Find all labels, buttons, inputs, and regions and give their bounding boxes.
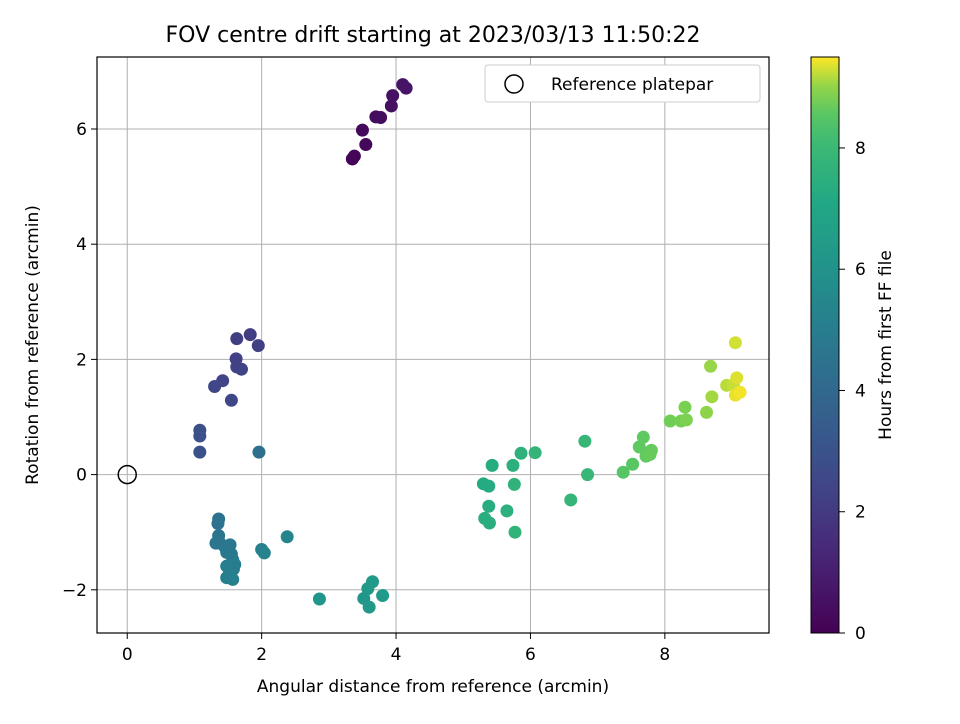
data-point (500, 504, 514, 518)
data-point (482, 516, 496, 530)
data-point (208, 379, 222, 393)
data-point (366, 575, 380, 589)
colorbar-tick-label: 0 (855, 624, 866, 644)
data-point (679, 413, 693, 427)
y-axis-label: Rotation from reference (arcmin) (23, 205, 43, 485)
data-point (616, 465, 630, 479)
data-point (733, 385, 747, 399)
data-point (243, 328, 257, 342)
y-tick-label: 2 (76, 350, 87, 370)
x-tick-label: 4 (391, 645, 402, 665)
colorbar-label: Hours from first FF file (876, 250, 896, 440)
data-point (226, 572, 240, 586)
data-point (485, 458, 499, 472)
data-point (704, 359, 718, 373)
data-point (399, 81, 413, 95)
data-point (626, 457, 640, 471)
y-tick-label: −2 (62, 581, 87, 601)
data-points (193, 78, 747, 614)
data-point (193, 429, 207, 443)
data-point (347, 149, 361, 163)
legend: Reference platepar (484, 64, 761, 103)
data-point (482, 499, 496, 513)
grid-lines (97, 57, 769, 633)
data-point (528, 446, 542, 460)
data-point (578, 434, 592, 448)
colorbar: 0 2 4 6 8 Hours from first FF file (810, 56, 896, 644)
plot-frame (96, 56, 770, 634)
data-point (251, 339, 265, 353)
data-point (728, 336, 742, 350)
data-point (280, 530, 294, 544)
data-point (362, 600, 376, 614)
data-point (224, 393, 238, 407)
y-tick-label: 6 (76, 120, 87, 140)
colorbar-tick-label: 6 (855, 260, 866, 280)
data-point (482, 479, 496, 493)
y-tick-label: 4 (76, 235, 87, 255)
data-point (506, 458, 520, 472)
data-point (643, 447, 657, 461)
x-tick-label: 0 (122, 645, 133, 665)
data-point (211, 517, 225, 531)
x-axis-label: Angular distance from reference (arcmin) (257, 677, 609, 697)
x-tick-label: 8 (659, 645, 670, 665)
data-point (507, 477, 521, 491)
data-point (705, 390, 719, 404)
colorbar-ticks: 0 2 4 6 8 (839, 139, 866, 644)
legend-entry-reference: Reference platepar (551, 75, 713, 95)
data-point (384, 99, 398, 113)
reference-marker-layer (117, 464, 137, 485)
data-point (252, 445, 266, 459)
data-point (359, 138, 373, 152)
data-point (636, 430, 650, 444)
data-point (257, 546, 271, 560)
data-point (564, 493, 578, 507)
x-axis-ticks: 0 2 4 6 8 (122, 633, 670, 665)
data-point (193, 445, 207, 459)
y-tick-label: 0 (76, 466, 87, 486)
data-point (632, 440, 646, 454)
data-point (386, 89, 400, 103)
legend-box (484, 64, 761, 103)
data-point (514, 446, 528, 460)
colorbar-gradient (810, 56, 840, 634)
data-point (374, 110, 388, 124)
y-axis-ticks: −2 0 2 4 6 (62, 120, 97, 601)
colorbar-tick-label: 4 (855, 381, 866, 401)
data-point (678, 400, 692, 414)
data-point (234, 362, 248, 376)
data-point (730, 371, 744, 385)
chart-title: FOV centre drift starting at 2023/03/13 … (166, 23, 701, 48)
colorbar-tick-label: 2 (855, 503, 866, 523)
data-point (230, 332, 244, 346)
data-point (700, 405, 714, 419)
data-point (581, 468, 595, 482)
data-point (508, 525, 522, 539)
data-point (376, 589, 390, 603)
data-point (355, 123, 369, 137)
x-tick-label: 2 (256, 645, 267, 665)
colorbar-tick-label: 8 (855, 139, 866, 159)
legend-marker-icon (504, 74, 524, 94)
data-point (663, 414, 677, 428)
x-tick-label: 6 (525, 645, 536, 665)
reference-marker (117, 464, 137, 485)
data-point (312, 592, 326, 606)
